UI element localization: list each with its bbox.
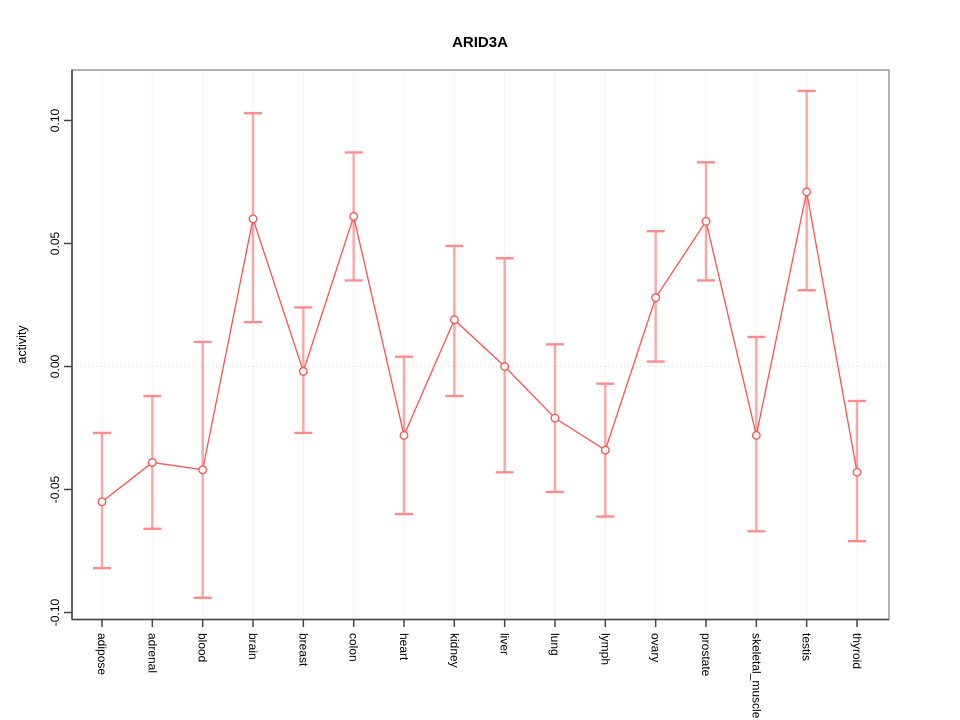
x-tick-label: ovary	[649, 633, 663, 662]
series-line	[101, 191, 858, 503]
data-point-lymph	[600, 445, 610, 455]
x-tick-label: lymph	[598, 633, 612, 665]
x-tick-label: prostate	[699, 633, 713, 677]
data-point-prostate	[701, 216, 711, 226]
data-point-skeletal_muscle	[751, 430, 761, 440]
x-tick-label: brain	[246, 633, 260, 660]
x-tick-label: adrenal	[145, 633, 159, 673]
data-point-liver	[500, 362, 510, 371]
x-tick-label: breast	[296, 633, 310, 667]
y-tick-label: 0.00	[48, 354, 62, 378]
data-layer	[93, 89, 866, 599]
x-tick-label: liver	[498, 633, 512, 655]
x-tick-label: adipose	[95, 633, 109, 675]
x-tick-label: kidney	[447, 633, 461, 668]
data-point-kidney	[449, 315, 459, 325]
x-tick-label: lung	[548, 633, 562, 656]
data-point-brain	[248, 214, 258, 224]
data-point-lung	[550, 413, 560, 423]
data-point-heart	[399, 430, 409, 440]
data-point-testis	[802, 187, 812, 197]
x-tick-label: thyroid	[850, 633, 864, 669]
x-tick-label: testis	[800, 633, 814, 661]
x-tick-label: heart	[397, 633, 411, 661]
data-point-blood	[198, 465, 208, 475]
y-tick-label: -0.05	[48, 476, 62, 504]
data-point-ovary	[651, 293, 661, 303]
x-tick-label: blood	[196, 633, 210, 662]
x-tick-label: skeletal_muscle	[749, 633, 763, 719]
grid-layer	[72, 70, 889, 620]
data-point-adipose	[97, 497, 107, 507]
data-point-breast	[298, 366, 308, 376]
data-point-colon	[349, 211, 359, 221]
data-point-thyroid	[852, 467, 862, 477]
axes-layer: 0.10 0.05 0.00 -0.05 -0.10 adipose adrenal bloo…	[48, 69, 890, 719]
y-tick-label: 0.10	[48, 108, 62, 132]
data-point-adrenal	[147, 457, 157, 467]
y-tick-label: 0.05	[48, 231, 62, 255]
x-tick-label: colon	[347, 633, 361, 662]
chart-title: ARID3A	[452, 34, 508, 51]
y-tick-label: -0.10	[48, 599, 62, 627]
y-axis-title: activity	[15, 325, 29, 364]
